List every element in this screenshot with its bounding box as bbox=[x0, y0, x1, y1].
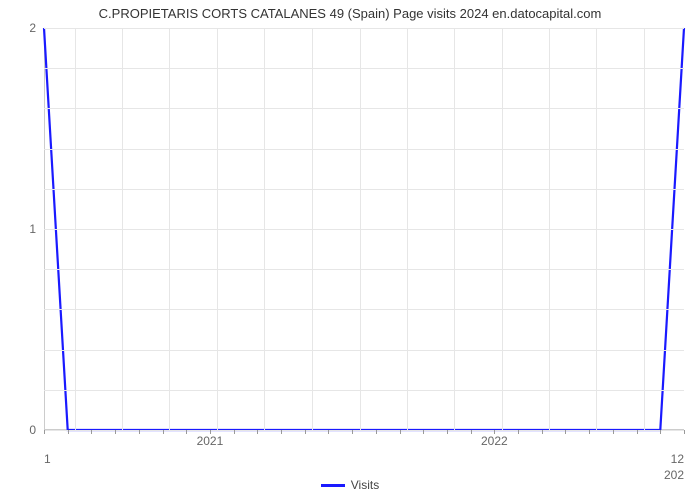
x-tick-mark bbox=[352, 430, 353, 434]
x-tick-mark bbox=[68, 430, 69, 434]
y-tick-label: 2 bbox=[29, 21, 36, 35]
grid-line-h-minor bbox=[44, 269, 684, 270]
x-tick-mark bbox=[423, 430, 424, 434]
x-tick-mark bbox=[305, 430, 306, 434]
grid-line-h-minor bbox=[44, 149, 684, 150]
grid-line-v bbox=[217, 28, 218, 430]
x-tick-mark bbox=[589, 430, 590, 434]
x-tick-mark bbox=[44, 430, 45, 434]
grid-line-v bbox=[454, 28, 455, 430]
grid-line-h-minor bbox=[44, 390, 684, 391]
grid-line-v bbox=[407, 28, 408, 430]
y-tick-label: 1 bbox=[29, 222, 36, 236]
grid-line-h-minor bbox=[44, 189, 684, 190]
x-tick-mark bbox=[91, 430, 92, 434]
grid-line-v bbox=[549, 28, 550, 430]
legend-swatch bbox=[321, 484, 345, 487]
x-tick-mark bbox=[684, 430, 685, 434]
x-tick-label: 2022 bbox=[481, 434, 508, 448]
grid-line-h bbox=[44, 28, 684, 29]
x-secondary-start-label: 1 bbox=[44, 452, 51, 466]
grid-line-h-minor bbox=[44, 68, 684, 69]
x-tick-mark bbox=[186, 430, 187, 434]
grid-line-v bbox=[312, 28, 313, 430]
grid-line-h bbox=[44, 229, 684, 230]
grid-line-v bbox=[75, 28, 76, 430]
grid-line-v bbox=[596, 28, 597, 430]
x-tick-mark bbox=[660, 430, 661, 434]
grid-line-h-minor bbox=[44, 108, 684, 109]
grid-line-v bbox=[502, 28, 503, 430]
x-tick-mark bbox=[234, 430, 235, 434]
legend: Visits bbox=[0, 478, 700, 492]
x-tick-mark bbox=[637, 430, 638, 434]
x-tick-label: 2021 bbox=[197, 434, 224, 448]
x-tick-mark bbox=[376, 430, 377, 434]
grid-line-h-minor bbox=[44, 309, 684, 310]
x-tick-mark bbox=[542, 430, 543, 434]
x-tick-mark bbox=[257, 430, 258, 434]
x-tick-mark bbox=[400, 430, 401, 434]
y-tick-label: 0 bbox=[29, 423, 36, 437]
legend-label: Visits bbox=[351, 478, 379, 492]
plot-area: 1 12 202 01220212022 bbox=[44, 28, 684, 430]
grid-line-v bbox=[122, 28, 123, 430]
x-tick-mark bbox=[447, 430, 448, 434]
x-tick-mark bbox=[115, 430, 116, 434]
x-tick-mark bbox=[613, 430, 614, 434]
grid-line-h bbox=[44, 430, 684, 431]
x-tick-mark bbox=[471, 430, 472, 434]
grid-line-v bbox=[644, 28, 645, 430]
x-tick-mark bbox=[139, 430, 140, 434]
x-tick-mark bbox=[565, 430, 566, 434]
x-secondary-end-label: 12 bbox=[671, 452, 684, 466]
grid-line-v bbox=[264, 28, 265, 430]
x-tick-mark bbox=[328, 430, 329, 434]
grid-line-h-minor bbox=[44, 350, 684, 351]
grid-line-v bbox=[360, 28, 361, 430]
x-tick-mark bbox=[281, 430, 282, 434]
x-tick-mark bbox=[518, 430, 519, 434]
x-tick-mark bbox=[163, 430, 164, 434]
grid-line-v bbox=[169, 28, 170, 430]
chart-title: C.PROPIETARIS CORTS CATALANES 49 (Spain)… bbox=[0, 6, 700, 21]
